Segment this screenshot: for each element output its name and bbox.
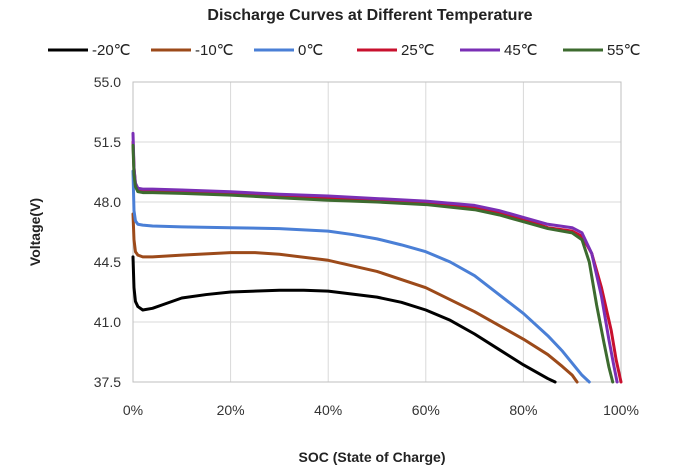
legend-label-2: 0℃ [298,42,323,59]
legend-label-0: -20℃ [92,42,131,59]
y-tick-label: 44.5 [94,254,121,270]
y-tick-label: 37.5 [94,374,121,390]
legend-label-3: 25℃ [401,42,435,59]
y-tick-label: 55.0 [94,74,121,90]
x-tick-label: 20% [217,402,245,418]
legend-label-1: -10℃ [195,42,234,59]
legend-label-4: 45℃ [504,42,538,59]
series-layer [131,131,623,384]
series-line-0 [131,255,557,384]
series-line-1 [131,212,579,384]
x-tick-label: 100% [603,402,639,418]
x-tick-label: 60% [412,402,440,418]
series-line-2 [131,169,591,384]
x-axis-ticks: 0% 20% 40% 60% 80% 100% [123,402,639,418]
legend: -20℃ -10℃ 0℃ 25℃ 45℃ 55℃ [48,42,641,59]
y-axis-ticks: 37.5 41.0 44.5 48.0 51.5 55.0 [94,74,121,390]
x-axis-label: SOC (State of Charge) [298,449,445,465]
series-line-5 [131,143,615,384]
series-line-4 [131,131,619,384]
x-tick-label: 80% [509,402,537,418]
chart-title: Discharge Curves at Different Temperatur… [207,7,532,24]
x-tick-label: 40% [314,402,342,418]
y-tick-label: 48.0 [94,194,121,210]
y-axis-label: Voltage(V) [27,198,43,266]
legend-label-5: 55℃ [607,42,641,59]
y-tick-label: 41.0 [94,314,121,330]
x-tick-label: 0% [123,402,143,418]
y-tick-label: 51.5 [94,134,121,150]
